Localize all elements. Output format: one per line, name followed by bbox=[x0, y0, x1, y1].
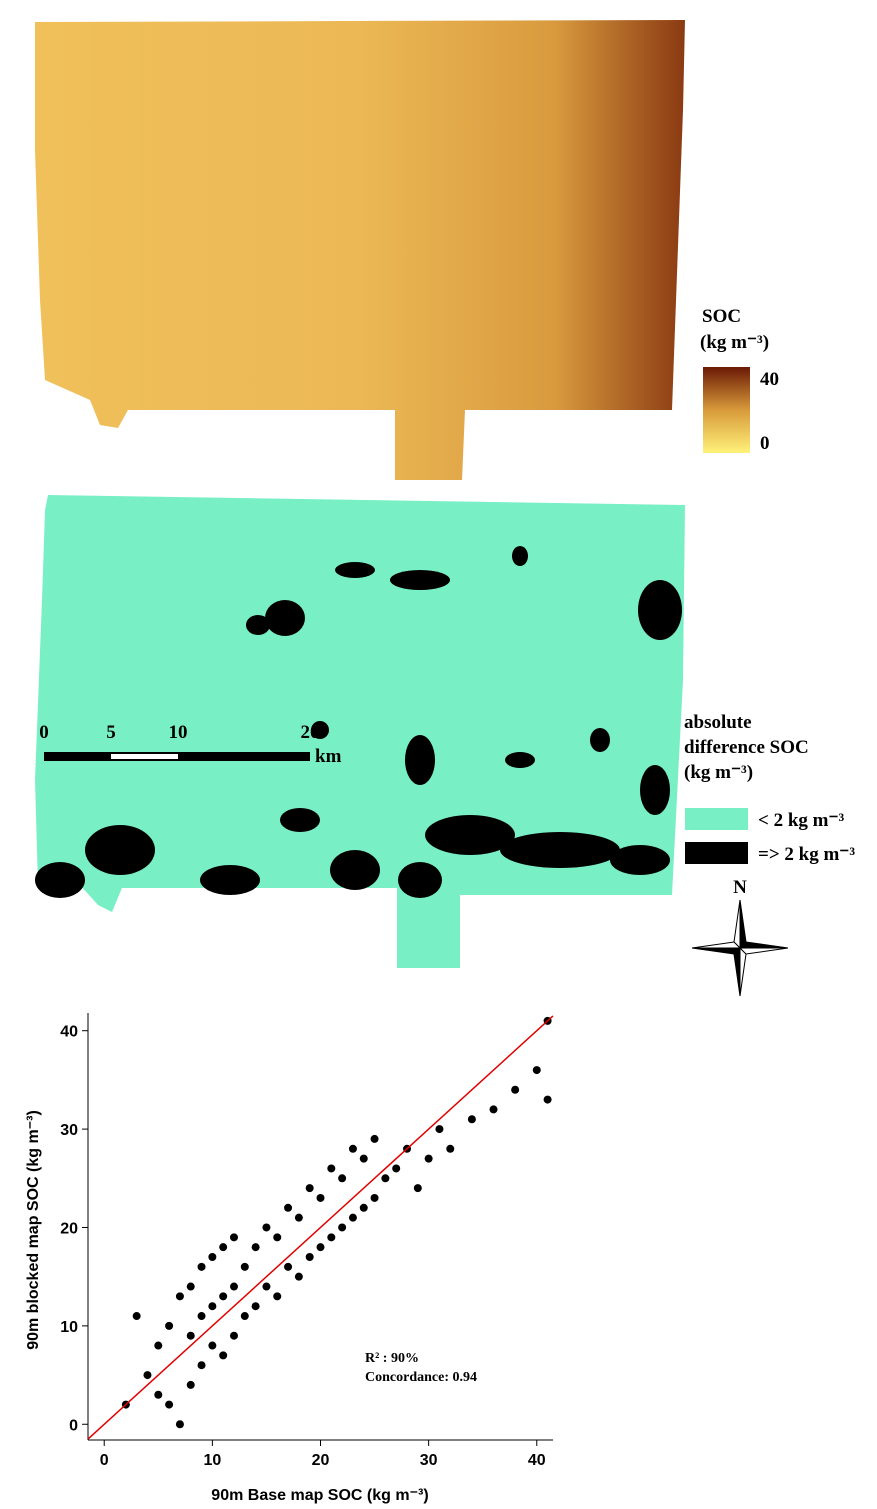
point bbox=[197, 1361, 206, 1370]
scale-label: 20 bbox=[301, 722, 320, 743]
x-tick-label: 0 bbox=[100, 1452, 109, 1469]
point bbox=[446, 1144, 455, 1153]
point bbox=[186, 1380, 195, 1389]
point bbox=[229, 1233, 238, 1242]
point bbox=[424, 1154, 433, 1163]
annotation: Concordance: 0.94 bbox=[365, 1370, 477, 1385]
point bbox=[186, 1331, 195, 1340]
point bbox=[229, 1331, 238, 1340]
y-tick-label: 20 bbox=[60, 1220, 78, 1237]
point bbox=[467, 1115, 476, 1124]
legend-title: (kg m⁻³) bbox=[684, 762, 753, 783]
point bbox=[305, 1253, 314, 1261]
point bbox=[284, 1203, 293, 1212]
point bbox=[132, 1312, 141, 1321]
point bbox=[294, 1213, 303, 1222]
legend-swatch bbox=[685, 842, 748, 864]
point bbox=[229, 1282, 238, 1291]
point bbox=[435, 1125, 444, 1134]
point bbox=[208, 1253, 217, 1261]
point bbox=[219, 1243, 228, 1252]
x-axis-label: 90m Base map SOC (kg m⁻³) bbox=[211, 1487, 428, 1504]
legend-swatch bbox=[685, 808, 748, 830]
y-tick-label: 10 bbox=[60, 1319, 78, 1336]
point bbox=[251, 1302, 260, 1311]
point bbox=[348, 1213, 357, 1222]
point bbox=[143, 1371, 152, 1380]
colorbar-label: 40 bbox=[760, 369, 779, 390]
legend-unit: (kg m⁻³) bbox=[700, 332, 769, 353]
point bbox=[348, 1144, 357, 1153]
y-tick-label: 30 bbox=[60, 1122, 78, 1139]
point bbox=[392, 1164, 401, 1173]
legend-title: SOC bbox=[702, 306, 741, 327]
colorbar bbox=[703, 367, 750, 453]
x-tick-label: 30 bbox=[420, 1452, 438, 1469]
point bbox=[316, 1243, 325, 1252]
x-tick-label: 40 bbox=[528, 1452, 546, 1469]
point bbox=[197, 1312, 206, 1321]
point bbox=[532, 1066, 541, 1075]
scale-label: 0 bbox=[39, 722, 49, 743]
legend-title: absolute bbox=[684, 712, 752, 733]
legend-item: < 2 kg m⁻³ bbox=[758, 810, 844, 831]
point bbox=[154, 1390, 163, 1399]
point bbox=[165, 1321, 174, 1330]
difference-patches bbox=[35, 546, 682, 898]
legend-title: difference SOC bbox=[684, 737, 809, 758]
point bbox=[359, 1203, 368, 1212]
point bbox=[240, 1262, 249, 1271]
point bbox=[294, 1272, 303, 1281]
point bbox=[316, 1193, 325, 1202]
north-label: N bbox=[733, 877, 747, 898]
point bbox=[305, 1184, 314, 1193]
north-arrow bbox=[691, 899, 789, 997]
point bbox=[219, 1292, 228, 1301]
point bbox=[489, 1105, 498, 1114]
scale-unit: km bbox=[315, 746, 342, 767]
soc-map bbox=[35, 20, 685, 480]
scale-label: 5 bbox=[106, 722, 116, 743]
point bbox=[381, 1174, 390, 1183]
fit-line bbox=[87, 1015, 554, 1440]
point bbox=[262, 1282, 271, 1291]
y-tick-label: 40 bbox=[60, 1024, 78, 1041]
point bbox=[240, 1312, 249, 1321]
point bbox=[338, 1223, 347, 1232]
point bbox=[197, 1262, 206, 1271]
point bbox=[273, 1233, 282, 1242]
point bbox=[338, 1174, 347, 1183]
point bbox=[175, 1420, 184, 1429]
scale-label: 10 bbox=[169, 722, 188, 743]
y-axis-label: 90m blocked map SOC (kg m⁻³) bbox=[25, 1110, 42, 1350]
legend-item: => 2 kg m⁻³ bbox=[758, 844, 855, 865]
point bbox=[262, 1223, 271, 1232]
point bbox=[284, 1262, 293, 1271]
annotation: R² : 90% bbox=[365, 1351, 419, 1366]
point bbox=[511, 1085, 520, 1094]
point bbox=[327, 1233, 336, 1242]
x-tick-label: 20 bbox=[312, 1452, 330, 1469]
point bbox=[175, 1292, 184, 1301]
point bbox=[273, 1292, 282, 1301]
point bbox=[370, 1134, 379, 1143]
point bbox=[219, 1351, 228, 1360]
colorbar-label: 0 bbox=[760, 433, 770, 454]
point bbox=[543, 1095, 552, 1104]
point bbox=[186, 1282, 195, 1291]
scale-bar-segment bbox=[111, 754, 178, 759]
point bbox=[413, 1184, 422, 1193]
point bbox=[208, 1341, 217, 1350]
x-tick-label: 10 bbox=[203, 1452, 221, 1469]
point bbox=[370, 1193, 379, 1202]
point bbox=[327, 1164, 336, 1173]
point bbox=[154, 1341, 163, 1350]
point bbox=[165, 1400, 174, 1409]
point bbox=[359, 1154, 368, 1163]
point bbox=[251, 1243, 260, 1252]
y-tick-label: 0 bbox=[69, 1417, 78, 1434]
point bbox=[208, 1302, 217, 1311]
